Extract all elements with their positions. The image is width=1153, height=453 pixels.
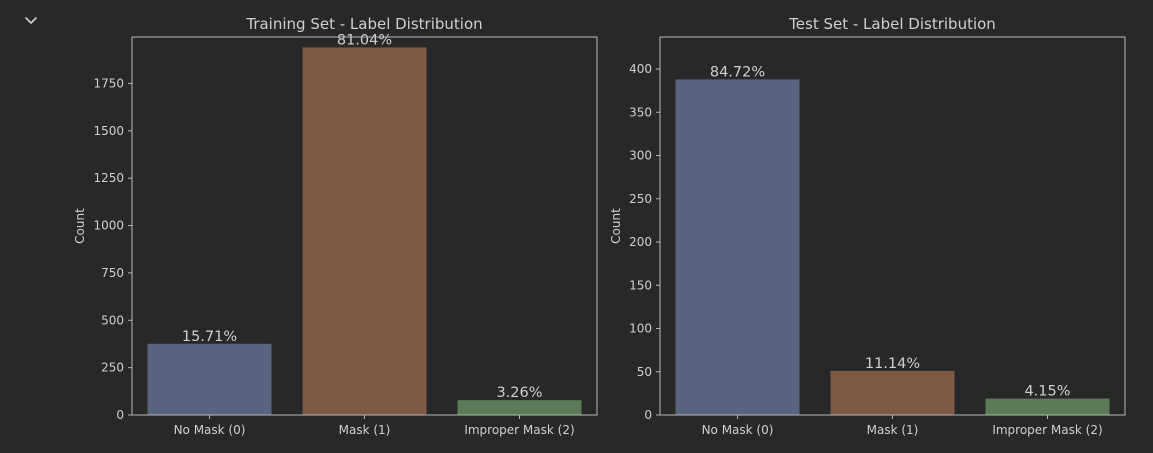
chevron-down-icon[interactable] [22,12,40,30]
x-tick-label: Mask (1) [867,423,919,437]
y-tick-label: 350 [629,105,652,119]
x-tick-label: Improper Mask (2) [464,423,574,437]
y-tick-label: 200 [629,235,652,249]
y-tick-label: 250 [629,192,652,206]
y-tick-label: 100 [629,322,652,336]
bar-1 [147,343,272,415]
y-axis-label: Count [609,208,623,244]
bar-value-label: 4.15% [1024,384,1070,400]
y-tick-label: 250 [101,361,124,375]
y-tick-label: 1250 [93,171,124,185]
bar-value-label: 11.14% [865,356,920,372]
y-tick-label: 500 [101,313,124,327]
chart-title: Test Set - Label Distribution [788,15,996,33]
chart-1: 15.71% No Mask (0) 81.04% Mask (1) 3.26% Impr… [73,15,598,437]
y-tick-label: 750 [101,266,124,280]
plot-frame [131,36,598,416]
bar-value-label: 84.72% [710,64,765,80]
bar-value-label: 3.26% [496,385,542,401]
y-tick-label: 400 [629,62,652,76]
bar-3 [457,400,582,415]
x-tick-label: No Mask (0) [174,423,246,437]
y-tick-label: 1750 [93,76,124,90]
plot-frame [659,36,1126,416]
y-axis-label: Count [73,208,87,244]
bar-value-label: 81.04% [337,32,392,48]
bar-3 [985,398,1110,415]
x-tick-label: Mask (1) [339,423,391,437]
y-tick-label: 150 [629,278,652,292]
chart-title: Training Set - Label Distribution [245,15,482,33]
chart-2: 84.72% No Mask (0) 11.14% Mask (1) 4.15% Impr… [609,15,1126,437]
bar-2 [830,370,955,415]
x-tick-label: Improper Mask (2) [992,423,1102,437]
y-tick-label: 1500 [93,124,124,138]
bar-value-label: 15.71% [182,329,237,345]
bar-1 [675,79,800,415]
y-tick-label: 50 [637,365,652,379]
y-tick-label: 300 [629,149,652,163]
bar-2 [302,47,427,416]
y-tick-label: 1000 [93,219,124,233]
y-tick-label: 0 [644,408,652,422]
x-tick-label: No Mask (0) [702,423,774,437]
y-tick-label: 0 [116,408,124,422]
